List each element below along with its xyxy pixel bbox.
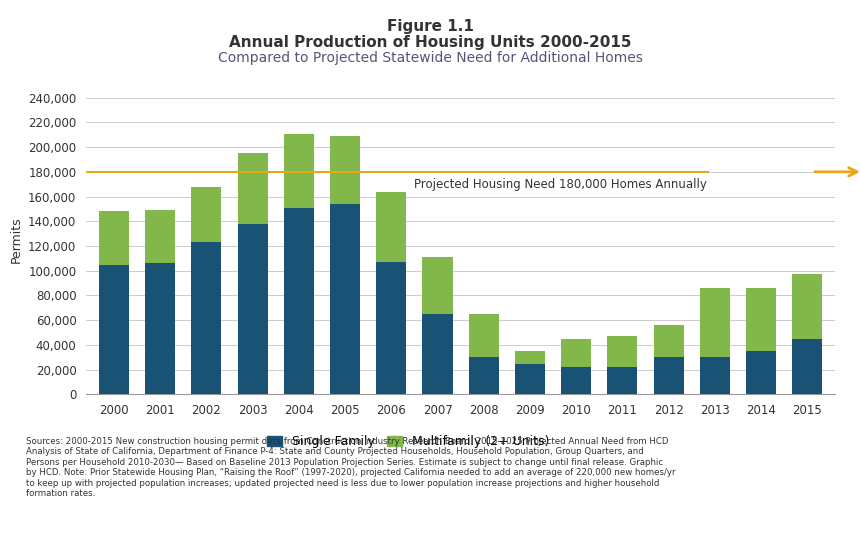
Bar — [145, 210, 175, 263]
Bar — [468, 357, 499, 394]
Bar — [423, 257, 453, 314]
Bar — [700, 357, 730, 394]
Bar — [376, 192, 406, 262]
Bar — [238, 154, 268, 224]
Bar — [653, 357, 684, 394]
Bar — [238, 224, 268, 394]
Bar — [653, 325, 684, 357]
Bar — [561, 339, 592, 367]
Text: Projected Housing Need 180,000 Homes Annually: Projected Housing Need 180,000 Homes Ann… — [414, 178, 707, 191]
Bar — [515, 364, 545, 394]
Bar — [99, 264, 129, 394]
Bar — [99, 212, 129, 264]
Bar — [700, 288, 730, 357]
Bar — [608, 336, 637, 367]
Bar — [468, 314, 499, 357]
Bar — [191, 187, 221, 243]
Bar — [330, 136, 360, 204]
Bar — [330, 204, 360, 394]
Text: Figure 1.1: Figure 1.1 — [387, 19, 474, 34]
Bar — [515, 351, 545, 364]
Bar — [145, 263, 175, 394]
Bar — [284, 208, 313, 394]
Text: Annual Production of Housing Units 2000-2015: Annual Production of Housing Units 2000-… — [229, 35, 632, 50]
Text: Compared to Projected Statewide Need for Additional Homes: Compared to Projected Statewide Need for… — [218, 51, 643, 64]
Bar — [746, 288, 777, 351]
Bar — [792, 274, 822, 339]
Bar — [284, 133, 313, 208]
Bar — [746, 351, 777, 394]
Bar — [608, 367, 637, 394]
Bar — [792, 339, 822, 394]
Y-axis label: Permits: Permits — [9, 216, 22, 263]
Legend: Single Family, Multifamily (2+ Units): Single Family, Multifamily (2+ Units) — [267, 435, 549, 448]
Bar — [423, 314, 453, 394]
Bar — [561, 367, 592, 394]
Bar — [191, 243, 221, 394]
Bar — [376, 262, 406, 394]
Text: Sources: 2000-2015 New construction housing permit data from Construction Indust: Sources: 2000-2015 New construction hous… — [26, 437, 675, 498]
